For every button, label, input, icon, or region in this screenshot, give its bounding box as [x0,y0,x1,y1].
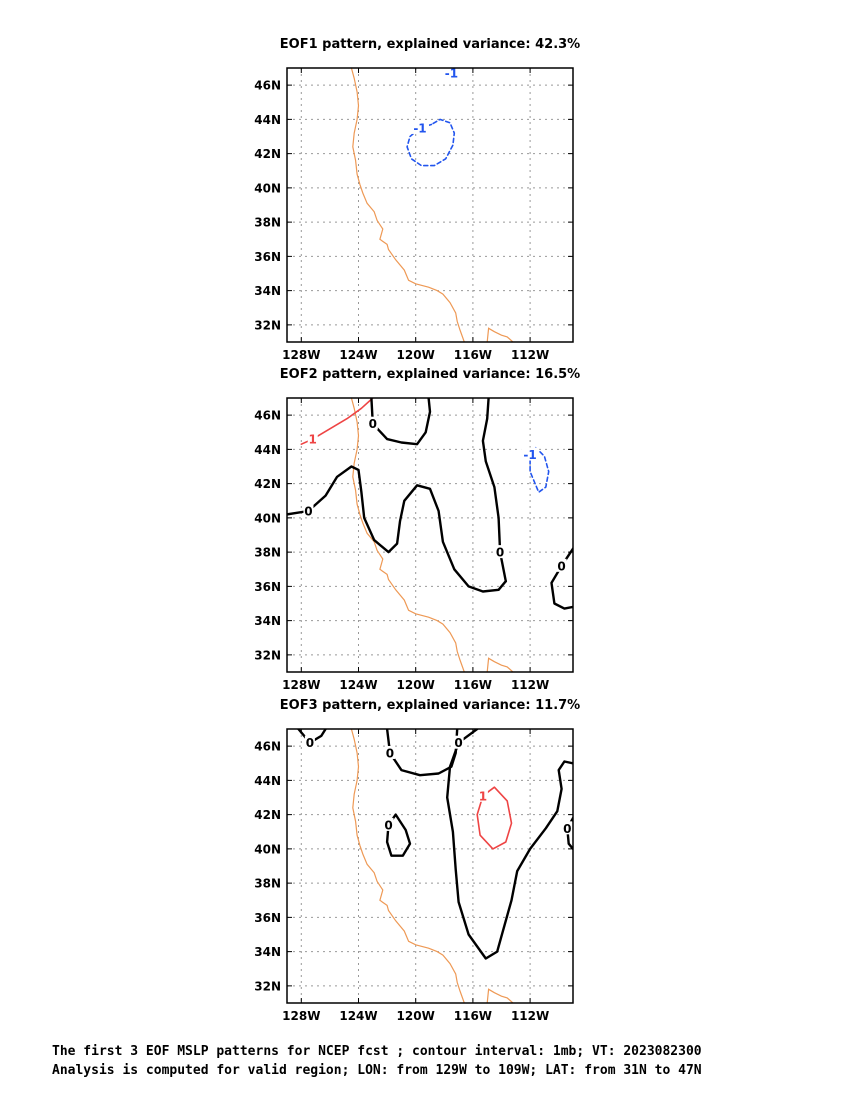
contour-label: 0 [557,559,565,573]
y-tick-label: 42N [254,147,281,161]
y-tick-label: 38N [254,877,281,891]
contour-label: 0 [386,746,394,760]
eof1-plot-area: -1 -1 [287,67,573,342]
y-tick-label: 36N [254,580,281,594]
y-tick-label: 44N [254,113,281,127]
contour-label-bg [384,745,395,759]
caption-line-1: The first 3 EOF MSLP patterns for NCEP f… [52,1044,702,1059]
contour-label-bg [442,68,461,80]
contour-line-zero-4 [550,547,573,610]
contour-label: -1 [445,67,458,81]
eof1-frame [286,67,574,343]
x-tick-label: 120W [397,678,435,692]
eof3-frame [286,728,574,1004]
x-tick-label: 116W [454,348,492,362]
eof3-panel: EOF3 pattern, explained variance: 11.7% 0… [254,698,580,1023]
eof3-plot-area: 0 0 0 0 0 1 [287,729,573,1003]
eof1-title: EOF1 pattern, explained variance: 42.3% [280,37,580,52]
contour-label-bg [383,817,394,831]
coastline [350,729,465,1003]
contour-label-bg [556,558,567,572]
x-tick-label: 128W [282,348,320,362]
contour-label: 0 [563,822,571,836]
contour-label: 0 [454,736,462,750]
contour-label: -1 [413,121,426,135]
contour-label-bg [367,416,378,430]
x-tick-label: 128W [282,678,320,692]
contour-label: 0 [384,818,392,832]
y-tick-label: 46N [254,409,281,423]
y-tick-label: 38N [254,216,281,230]
x-tick-label: 120W [397,1009,435,1023]
y-tick-label: 46N [254,79,281,93]
contour-label-bg [303,504,314,518]
contour-label: 0 [306,736,314,750]
contour-line-zero-0 [297,729,327,744]
y-tick-label: 34N [254,614,281,628]
x-tick-label: 116W [454,1009,492,1023]
y-tick-label: 34N [254,945,281,959]
y-tick-label: 32N [254,648,281,662]
contour-label-bg [477,788,488,802]
y-tick-label: 42N [254,808,281,822]
y-tick-label: 36N [254,911,281,925]
contour-label-bg [410,120,429,134]
contour-line-zero-1 [287,465,507,593]
x-tick-label: 124W [339,678,377,692]
x-tick-label: 112W [511,678,549,692]
contour-line-pos-5 [476,786,513,850]
contour-line-neg-0 [406,118,456,167]
x-tick-label: 124W [339,348,377,362]
eof2-frame [286,397,574,673]
eof1-panel: EOF1 pattern, explained variance: 42.3% -… [254,37,580,362]
coastline [350,398,465,672]
x-tick-label: 112W [511,348,549,362]
contour-label-bg [495,545,506,559]
contour-label: 1 [479,789,487,803]
y-tick-label: 44N [254,774,281,788]
x-tick-label: 124W [339,1009,377,1023]
x-tick-label: 128W [282,1009,320,1023]
y-tick-label: 36N [254,250,281,264]
y-tick-label: 42N [254,477,281,491]
contour-label-bg [562,821,573,835]
eof2-panel: EOF2 pattern, explained variance: 16.5% 1… [254,367,580,692]
x-tick-label: 112W [511,1009,549,1023]
y-tick-label: 44N [254,443,281,457]
y-tick-label: 34N [254,284,281,298]
gulf-coastline [486,327,514,342]
y-tick-label: 46N [254,740,281,754]
gulf-coastline [486,988,514,1003]
contour-line-zero-3 [446,729,573,960]
contour-label-bg [453,735,464,749]
y-tick-label: 38N [254,546,281,560]
coastline [350,68,465,342]
y-tick-label: 32N [254,979,281,993]
caption-line-2: Analysis is computed for valid region; L… [52,1063,702,1078]
gulf-coastline [486,657,514,672]
contour-label-bg [304,735,315,749]
contour-label: -1 [523,448,536,462]
figure-caption: The first 3 EOF MSLP patterns for NCEP f… [52,1042,702,1080]
contour-label: 0 [496,546,504,560]
contour-label: 1 [309,433,317,447]
eof2-title: EOF2 pattern, explained variance: 16.5% [280,367,580,382]
contour-label-bg [307,432,318,446]
y-tick-label: 40N [254,181,281,195]
contour-label: 0 [369,417,377,431]
contour-label-bg [521,447,540,461]
contour-line-zero-1 [385,729,459,777]
y-tick-label: 40N [254,511,281,525]
x-tick-label: 116W [454,678,492,692]
eof2-plot-area: 1 0 0 0 0 -1 [287,398,573,672]
y-tick-label: 32N [254,318,281,332]
contour-line-zero-3 [370,398,432,446]
eof3-title: EOF3 pattern, explained variance: 11.7% [280,698,580,713]
y-tick-label: 40N [254,842,281,856]
x-tick-label: 120W [397,348,435,362]
contour-label: 0 [304,505,312,519]
